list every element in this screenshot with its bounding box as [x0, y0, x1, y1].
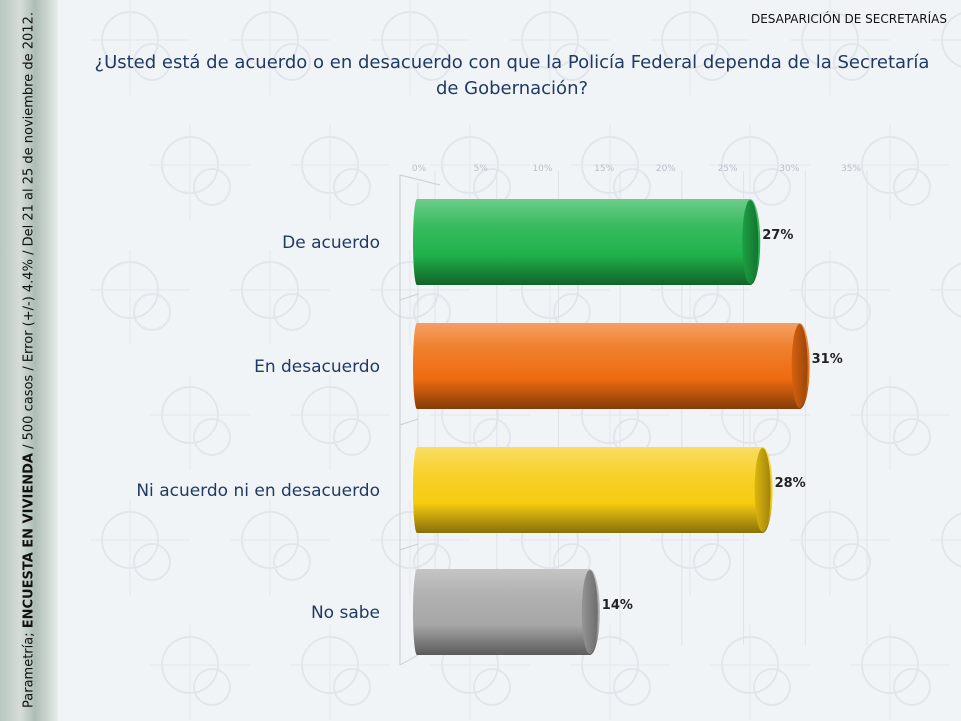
bar [413, 447, 773, 533]
pattern-motif [790, 250, 890, 345]
pattern-motif [710, 625, 810, 720]
pattern-motif [790, 0, 890, 95]
x-tick-label: 5% [474, 164, 489, 174]
pattern-motif [230, 0, 330, 95]
bar-end-cap [754, 448, 771, 532]
x-tick-label: 10% [532, 164, 552, 174]
pattern-motif [90, 500, 190, 595]
pattern-motif [930, 12, 961, 68]
bar [413, 569, 600, 655]
data-label: 28% [775, 476, 806, 491]
section-title: DESAPARICIÓN DE SECRETARÍAS [750, 12, 947, 26]
pattern-motif [370, 500, 470, 595]
data-label: 14% [602, 598, 633, 613]
x-tick-label: 20% [656, 164, 676, 174]
pattern-motif [90, 250, 190, 345]
pattern-motif [150, 125, 250, 220]
pattern-motif [570, 625, 670, 720]
pattern-motif [850, 125, 950, 220]
category-separator [399, 543, 419, 551]
pattern-motif [850, 375, 950, 470]
pattern-motif [650, 0, 750, 95]
data-label: 31% [812, 352, 843, 367]
pattern-motif [790, 500, 890, 595]
bar-end-cap [742, 200, 759, 284]
pattern-motif [90, 0, 190, 95]
pattern-motif [850, 625, 950, 720]
x-tick-label: 35% [841, 164, 861, 174]
pattern-motif [230, 250, 330, 345]
data-label: 27% [762, 228, 793, 243]
sidebar-strip: Parametría; ENCUESTA EN VIVIENDA / 500 c… [0, 0, 58, 721]
bar [413, 199, 761, 285]
pattern-motif [150, 625, 250, 720]
pattern-motif [290, 625, 390, 720]
floor-line [399, 654, 419, 666]
category-label: No sabe [311, 603, 380, 623]
category-separator [399, 418, 419, 426]
pattern-motif [150, 375, 250, 470]
pattern-motif [370, 0, 470, 95]
pattern-motif [510, 0, 610, 95]
pattern-motif [930, 262, 961, 318]
bar-end-cap [791, 324, 808, 408]
chart-title: ¿Usted está de acuerdo o en desacuerdo c… [94, 52, 930, 99]
x-axis-line [399, 174, 441, 186]
pattern-motif [430, 125, 530, 220]
x-tick-label: 15% [594, 164, 614, 174]
category-label: En desacuerdo [254, 357, 380, 377]
pattern-motif [290, 125, 390, 220]
category-label: Ni acuerdo ni en desacuerdo [136, 481, 380, 501]
category-separator [399, 293, 419, 301]
category-label: De acuerdo [282, 233, 380, 253]
x-tick-label: 30% [779, 164, 799, 174]
bar-end-cap [581, 570, 598, 654]
x-tick-label: 0% [412, 164, 427, 174]
bar [413, 323, 810, 409]
pattern-motif [930, 512, 961, 568]
pattern-motif [290, 375, 390, 470]
pattern-motif [230, 500, 330, 595]
x-tick-label: 25% [718, 164, 738, 174]
